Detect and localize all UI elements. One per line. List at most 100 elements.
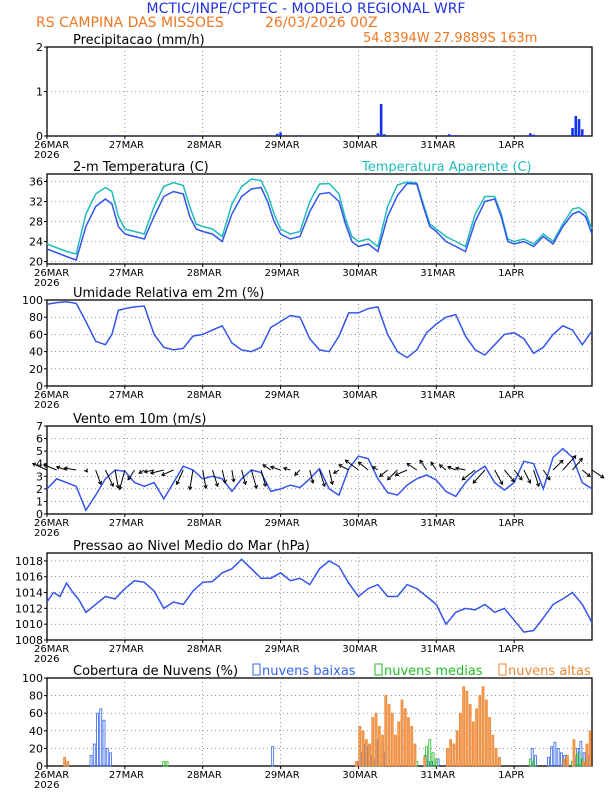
wind-vector-head <box>231 478 236 483</box>
y-tick-label: 40 <box>29 346 43 359</box>
y-tick-label: 1 <box>36 495 43 508</box>
y-tick-label: 60 <box>29 328 43 341</box>
temp-legend-label: Temperatura Aparente (C) <box>361 160 532 175</box>
wind-vector-head <box>586 473 591 478</box>
wind-vector-head <box>578 457 583 462</box>
x-tick-label: 1APR <box>498 644 524 655</box>
y-tick-label: 1012 <box>15 602 43 615</box>
cloud-bar <box>407 717 410 767</box>
wind-vector <box>333 469 340 474</box>
wind-vector-head <box>329 480 335 486</box>
pressure-title: Pressao ao Nivel Medio do Mar (hPa) <box>73 539 310 554</box>
wind-vector-head <box>321 482 326 488</box>
wind-vector-head <box>214 482 219 488</box>
wind-vector-head <box>149 470 155 475</box>
wind-vector-head <box>294 471 299 476</box>
precip-bar <box>298 135 302 136</box>
wind-vector <box>202 469 207 489</box>
x-tick-label: 29MAR <box>265 390 300 401</box>
y-tick-label: 20 <box>29 363 43 376</box>
wind-vector-head <box>187 486 193 491</box>
x-tick-label: 31MAR <box>420 518 455 529</box>
wind-vector <box>591 469 604 479</box>
wind-vector <box>406 463 418 471</box>
wind-vector <box>523 469 531 484</box>
x-year-label: 2026 <box>34 400 59 411</box>
precip-bar <box>580 129 584 136</box>
cloud-bar <box>566 755 569 767</box>
wind-vector-head <box>379 473 384 478</box>
x-tick-label: 26MAR <box>34 390 69 401</box>
wind-vector <box>562 455 577 471</box>
x-tick-label: 27MAR <box>109 770 144 781</box>
cloud-bar <box>434 758 438 767</box>
x-tick-label: 30MAR <box>342 268 377 279</box>
wind-vector-head <box>160 472 166 477</box>
cloud-bar <box>556 748 560 767</box>
x-tick-label: 29MAR <box>265 644 300 655</box>
wind-vector <box>127 469 136 481</box>
cloud-bar <box>364 739 368 767</box>
wind-vector-head <box>600 474 605 479</box>
x-tick-label: 26MAR <box>34 268 69 279</box>
x-tick-label: 26MAR <box>34 770 69 781</box>
wind-vector <box>283 467 291 471</box>
wind-vector <box>447 466 456 471</box>
wind-vector <box>250 469 258 489</box>
precip-bar <box>379 103 383 136</box>
wind-vector-head <box>242 480 247 486</box>
y-tick-label: 4 <box>36 458 43 471</box>
x-tick-label: 31MAR <box>420 268 455 279</box>
cloud-bar <box>465 690 469 767</box>
wind-vector-head <box>572 454 577 460</box>
wind-vector-head <box>447 465 452 470</box>
precip-bar <box>571 127 574 136</box>
wind-vector <box>494 469 503 485</box>
precip-bar <box>279 132 282 136</box>
wind-vector-head <box>394 472 399 477</box>
legend-label: nuvens baixas <box>262 664 356 679</box>
wind-vector-head <box>344 459 349 464</box>
cloud-bar <box>358 726 362 767</box>
y-tick-label: 36 <box>29 176 43 189</box>
x-tick-label: 28MAR <box>187 268 222 279</box>
wind-vector <box>395 469 408 476</box>
wind-vector <box>338 464 349 471</box>
cloud-bar <box>92 743 96 767</box>
cloud-bar <box>458 712 462 767</box>
cloud-bar <box>428 739 432 767</box>
y-tick-label: 0 <box>36 380 43 393</box>
precip-bar <box>574 115 578 136</box>
wind-vector <box>309 469 314 484</box>
cloud-bar <box>105 748 109 767</box>
cloud-bar <box>371 717 375 767</box>
precip-bar <box>376 133 380 136</box>
x-tick-label: 28MAR <box>187 770 222 781</box>
cloud-bar <box>368 743 371 767</box>
x-tick-label: 26MAR <box>34 644 69 655</box>
cloud-bar <box>387 704 391 767</box>
x-tick-label: 1APR <box>498 268 524 279</box>
rh-frame <box>46 299 593 387</box>
x-tick-label: 28MAR <box>187 140 222 151</box>
wind-vector <box>387 469 398 481</box>
cloud-bar <box>572 739 576 767</box>
wind-vector-head <box>338 464 343 469</box>
cloud-bar <box>102 719 106 767</box>
wind-vector <box>372 466 379 471</box>
x-tick-label: 27MAR <box>109 518 144 529</box>
x-tick-label: 30MAR <box>342 770 377 781</box>
wind-vector <box>328 469 333 485</box>
x-tick-label: 31MAR <box>420 644 455 655</box>
y-tick-label: 24 <box>29 236 43 249</box>
cloud-bar <box>455 730 459 767</box>
wind-vector <box>231 469 235 482</box>
legend-swatch <box>252 663 261 676</box>
chart-title: MCTIC/INPE/CPTEC - MODELO REGIONAL WRF <box>147 1 466 17</box>
cloud-bar <box>384 695 388 767</box>
wind-vector <box>552 459 564 471</box>
wind-vector <box>430 461 437 471</box>
wind-vector <box>542 469 551 481</box>
cloud-bar <box>550 746 554 767</box>
